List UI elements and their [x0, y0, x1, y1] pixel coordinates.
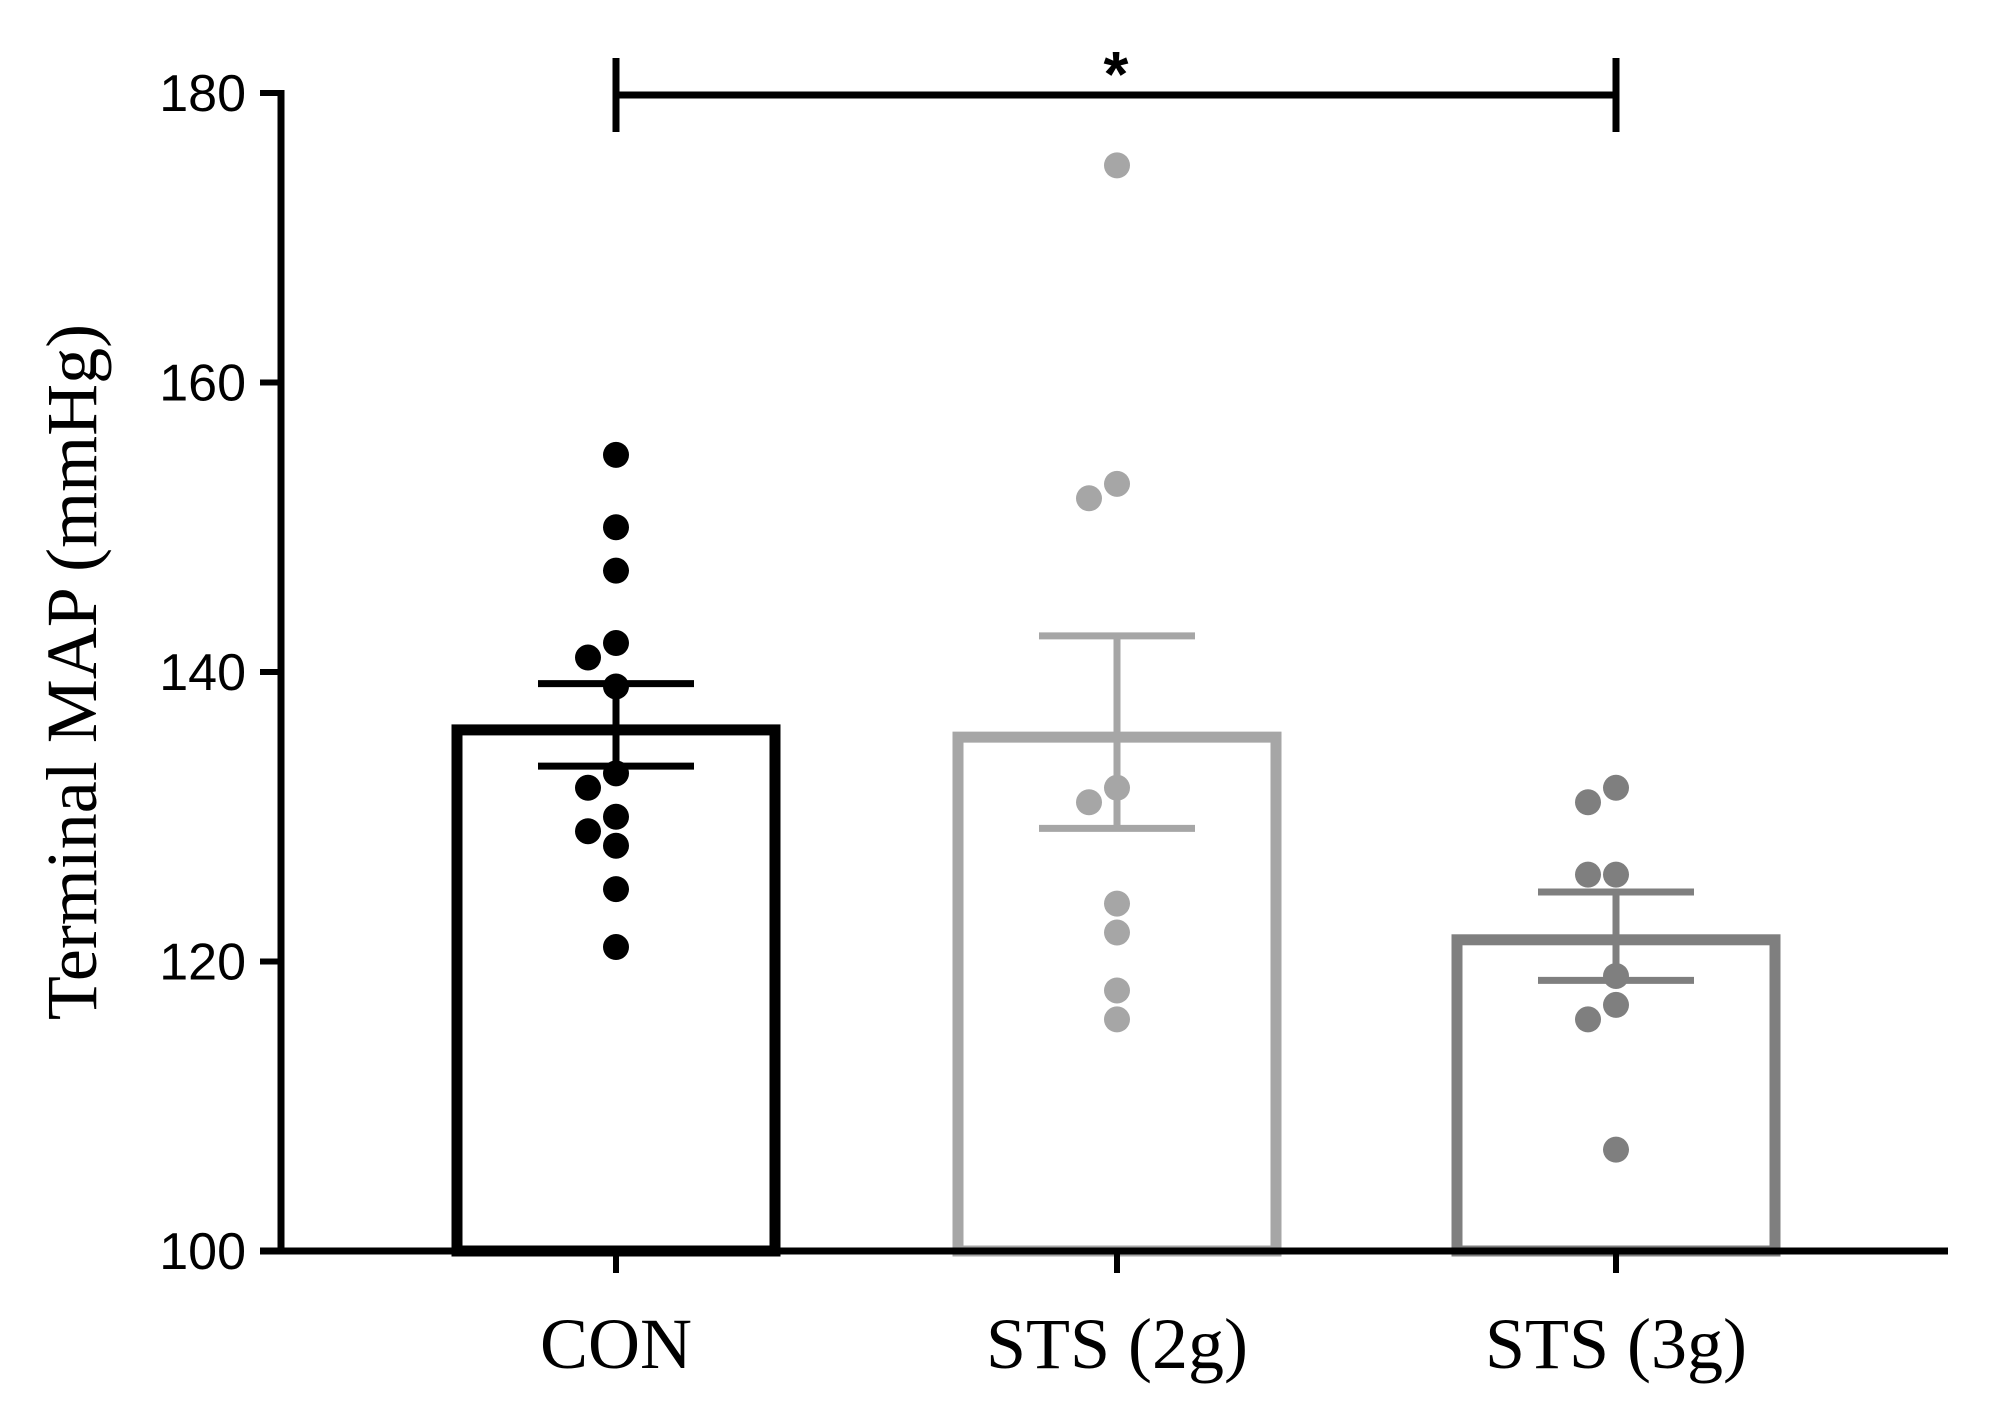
- significance-star: *: [1104, 38, 1129, 110]
- data-point: [603, 876, 629, 903]
- data-point: [1575, 1006, 1601, 1033]
- y-tick-label: 180: [159, 65, 246, 123]
- data-point: [1575, 789, 1601, 816]
- y-tick-label: 120: [159, 934, 246, 992]
- data-point: [603, 441, 629, 468]
- data-point: [1603, 774, 1629, 801]
- data-point: [603, 934, 629, 961]
- y-tick-label: 100: [159, 1223, 246, 1281]
- data-point: [603, 557, 629, 584]
- data-point: [1104, 977, 1130, 1004]
- y-tick-label: 140: [159, 644, 246, 702]
- data-point: [1104, 470, 1130, 497]
- data-point: [575, 774, 601, 801]
- data-point: [603, 803, 629, 830]
- data-point: [603, 832, 629, 859]
- data-point: [1603, 991, 1629, 1018]
- data-point: [575, 818, 601, 845]
- data-point: [1104, 890, 1130, 917]
- x-category-label: CON: [540, 1304, 692, 1384]
- data-point: [603, 630, 629, 657]
- data-point: [1104, 152, 1130, 179]
- x-category-label: STS (3g): [1485, 1304, 1747, 1384]
- y-tick-label: 160: [159, 355, 246, 413]
- data-point: [1603, 1136, 1629, 1163]
- data-point: [1076, 789, 1102, 816]
- data-point: [603, 514, 629, 541]
- y-axis-title: Terminal MAP (mmHg): [32, 324, 112, 1020]
- data-point: [1575, 861, 1601, 888]
- data-point: [1603, 861, 1629, 888]
- data-point: [1076, 485, 1102, 512]
- x-category-label: STS (2g): [986, 1304, 1248, 1384]
- data-point: [1104, 919, 1130, 946]
- data-point: [1104, 1006, 1130, 1033]
- data-point: [575, 644, 601, 671]
